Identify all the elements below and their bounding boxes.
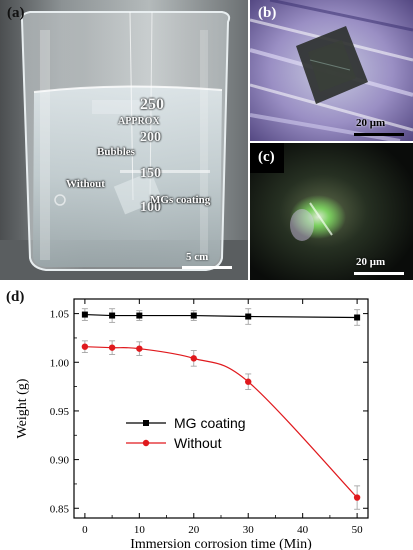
y-tick-label: 1.00	[50, 357, 70, 369]
x-tick-label: 30	[243, 524, 255, 536]
series-without	[81, 340, 361, 510]
legend-label: MG coating	[174, 415, 246, 431]
scale-bar-c	[354, 272, 404, 275]
beaker-mark-150: 150	[140, 166, 161, 181]
y-tick-label: 0.90	[50, 455, 70, 467]
legend-marker	[143, 420, 149, 426]
panel-label-c: (c)	[258, 149, 275, 165]
x-tick-label: 40	[297, 524, 309, 536]
beaker-mark-250: 250	[140, 96, 164, 113]
legend-marker	[142, 439, 150, 447]
series-mg-coating	[81, 308, 361, 326]
legend-label: Without	[174, 435, 222, 451]
data-point	[353, 494, 361, 501]
data-point	[108, 344, 116, 351]
data-point	[136, 312, 143, 319]
y-tick-label: 0.95	[50, 406, 70, 418]
weight-chart: 0 10 20 30 40 50 0.85 0.90 0.95 1.00 1.05 Immersion…	[15, 298, 369, 550]
data-point	[81, 343, 89, 350]
panel-a-beaker-photo: (a) 250 APPROX 200 150 100 Bubbles Witho…	[0, 0, 248, 280]
data-point	[136, 345, 143, 352]
micrograph-c	[250, 143, 413, 280]
beaker-photo	[0, 0, 248, 280]
scale-bar-b	[354, 133, 404, 136]
data-point	[81, 311, 88, 318]
bubbles-annotation: Bubbles	[97, 146, 135, 158]
beaker-mark-approx: APPROX	[118, 116, 160, 127]
legend-entry: Without	[126, 435, 222, 451]
y-tick-label: 0.85	[50, 503, 70, 515]
y-tick-label: 1.05	[50, 309, 70, 321]
panel-b-micrograph: (b) 20 μm	[250, 0, 413, 141]
data-point	[109, 312, 116, 319]
coating-annotation: MGs coating	[150, 194, 211, 206]
x-tick-label: 50	[352, 524, 364, 536]
x-tick-label: 20	[188, 524, 200, 536]
data-point	[190, 312, 197, 319]
x-axis-label: Immersion corrosion time (Min)	[130, 537, 312, 550]
data-point	[245, 313, 252, 320]
panel-d-chart: (d) 0 10 20 30 40 50 0.85 0.90 0.95 1.00 1.05 Immer…	[0, 283, 413, 550]
series-line	[84, 313, 358, 319]
x-tick-label: 10	[134, 524, 146, 536]
scale-label-c: 20 μm	[356, 256, 386, 268]
scale-label-a: 5 cm	[186, 251, 209, 263]
scale-label-b: 20 μm	[356, 117, 386, 129]
x-tick-label: 0	[82, 524, 88, 536]
plot-frame	[73, 298, 369, 519]
panel-label-a: (a)	[7, 5, 25, 21]
data-point	[354, 314, 361, 321]
data-point	[245, 378, 252, 385]
legend-entry: MG coating	[126, 415, 246, 431]
y-axis-label: Weight (g)	[15, 378, 30, 438]
without-annotation: Without	[66, 178, 105, 190]
panel-c-micrograph: (c) 20 μm	[250, 143, 413, 280]
panel-label-b: (b)	[258, 5, 277, 21]
panel-label-d: (d)	[6, 289, 25, 305]
micrograph-b	[250, 0, 413, 141]
beaker-mark-100: 100	[140, 200, 161, 215]
beaker-mark-200: 200	[140, 130, 161, 145]
data-point	[190, 355, 197, 362]
scale-bar-a	[182, 266, 232, 269]
